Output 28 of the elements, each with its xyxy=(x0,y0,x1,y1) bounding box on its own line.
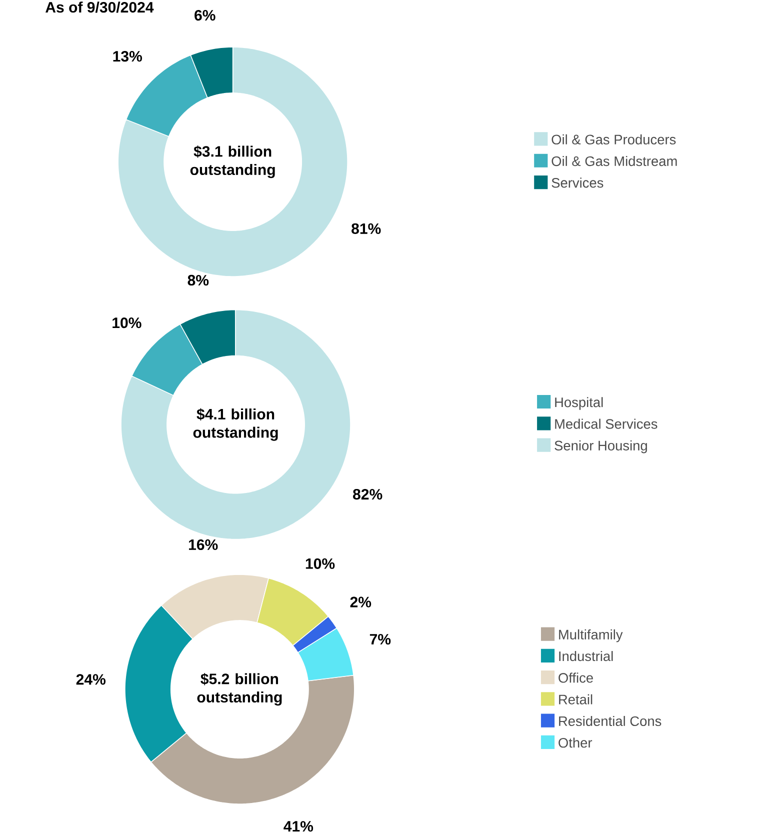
legend-label: Services xyxy=(552,178,604,188)
data-label: 7% xyxy=(370,634,390,645)
data-label: 13% xyxy=(113,50,142,62)
text: $5.2 billion outstanding xyxy=(197,672,282,706)
data-label: 10% xyxy=(306,558,335,569)
data-label: 16% xyxy=(188,539,218,550)
text: $3.1 billion outstanding xyxy=(190,145,275,178)
data-label: 8% xyxy=(188,274,208,286)
data-label: 81% xyxy=(351,223,381,234)
data-label: 2% xyxy=(350,596,371,608)
legend-label: Retail xyxy=(558,694,592,704)
legend-label: Oil & Gas Midstream xyxy=(552,156,677,166)
legend-label: Office xyxy=(558,672,593,683)
data-label: 10% xyxy=(112,318,142,328)
legend-label: Multifamily xyxy=(558,629,623,642)
chart-title: As of 9/30/2024 xyxy=(45,2,154,13)
legend-label: Senior Housing xyxy=(554,440,647,454)
legend-label: Industrial xyxy=(559,651,613,662)
legend-label: Hospital xyxy=(555,397,603,410)
data-label: 82% xyxy=(352,488,382,500)
legend-label: Other xyxy=(558,738,592,748)
data-label: 24% xyxy=(76,674,106,685)
legend-label: Oil & Gas Producers xyxy=(552,134,676,144)
legend-label: Medical Services xyxy=(555,418,658,429)
text: $4.1 billion outstanding xyxy=(193,408,278,441)
data-label: 6% xyxy=(194,10,216,21)
data-label: 41% xyxy=(283,821,313,832)
legend-label: Residential Cons xyxy=(558,716,662,726)
